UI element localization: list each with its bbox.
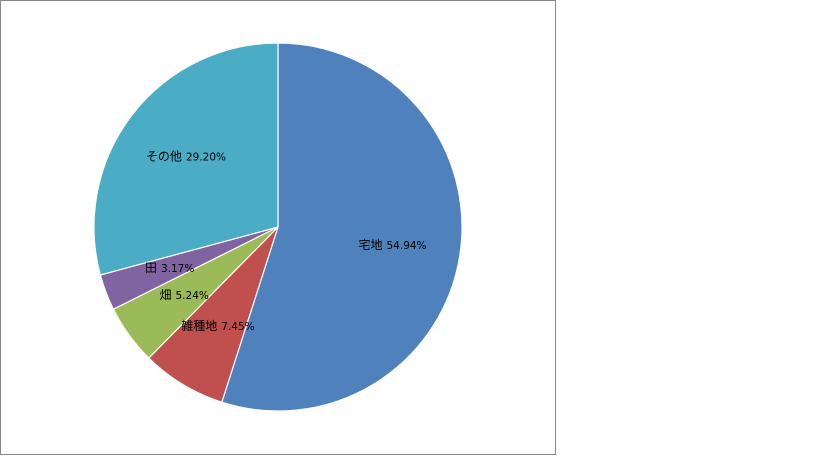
slice-label-3: 田 3.17%: [145, 261, 194, 275]
slice-label-value: 29.20%: [186, 152, 226, 164]
pie-labels: 宅地 54.94% 雑種地 7.45% 畑 5.24% 田 3.17% その他 29.20%: [145, 150, 427, 334]
slice-label-2: 畑 5.24%: [159, 288, 208, 302]
slice-label-name: 畑: [159, 288, 171, 302]
slice-label-0: 宅地 54.94%: [358, 237, 426, 252]
slice-label-name: 雑種地: [181, 318, 217, 333]
slice-label-value: 54.94%: [387, 240, 427, 252]
pie-slice-0: [221, 42, 463, 412]
slice-label-value: 7.45%: [221, 321, 254, 333]
pie-slices: [93, 42, 463, 412]
slice-label-name: 田: [145, 261, 157, 275]
slice-label-value: 5.24%: [176, 290, 209, 302]
slice-label-value: 3.17%: [161, 263, 194, 275]
slice-label-1: 雑種地 7.45%: [181, 318, 254, 333]
pie-slice-4: [93, 42, 279, 276]
slice-label-name: その他: [146, 150, 182, 164]
slice-label-4: その他 29.20%: [146, 150, 226, 164]
slice-label-name: 宅地: [358, 237, 382, 252]
